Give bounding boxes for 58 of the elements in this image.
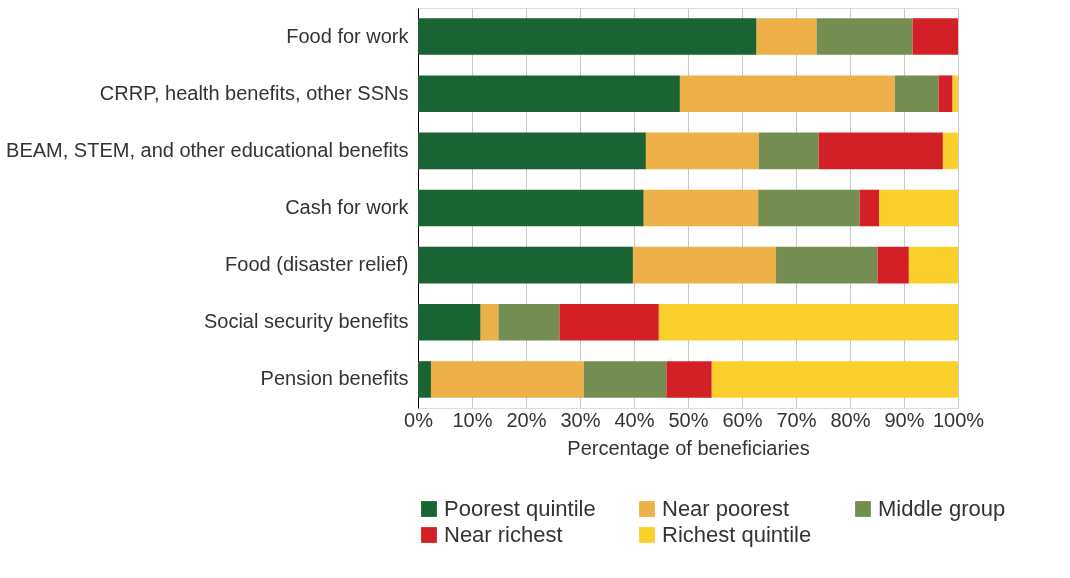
bar: [498, 304, 560, 341]
bar: [658, 304, 958, 341]
x-tick-label: 40%: [614, 408, 655, 431]
y-tick-label: Pension benefits: [260, 367, 409, 390]
x-tick-label: 60%: [722, 408, 763, 431]
bar: [583, 361, 667, 398]
bar: [645, 132, 759, 170]
bar: [711, 361, 958, 398]
x-tick-label: 30%: [560, 408, 601, 431]
bar: [418, 361, 431, 398]
bar: [480, 304, 499, 341]
legend-label: Middle group: [878, 496, 1006, 521]
bar: [758, 189, 860, 227]
bar: [632, 246, 777, 284]
bar: [894, 75, 939, 112]
y-tick-label: CRRP, health benefits, other SSNs: [99, 81, 409, 104]
bar: [418, 189, 644, 227]
bar: [776, 246, 878, 284]
bar: [430, 361, 584, 398]
x-tick-label: 90%: [884, 408, 925, 431]
bar: [938, 75, 953, 112]
bar: [877, 246, 909, 284]
x-tick-label: 80%: [830, 408, 871, 431]
bar: [758, 132, 819, 170]
bar: [859, 189, 880, 227]
y-tick-label: Food for work: [286, 24, 410, 47]
bar: [418, 75, 680, 112]
bar: [679, 75, 895, 112]
x-tick-label: 10%: [452, 408, 493, 431]
legend-label: Poorest quintile: [444, 496, 596, 521]
y-tick-label: Social security benefits: [203, 310, 409, 333]
bar: [908, 246, 958, 284]
bar: [666, 361, 712, 398]
bar: [418, 246, 633, 284]
bar: [418, 132, 646, 170]
y-tick-label: Food (disaster relief): [225, 253, 409, 276]
legend-label: Richest quintile: [662, 522, 812, 547]
bar: [756, 18, 817, 55]
bar: [818, 132, 943, 170]
bar: [643, 189, 759, 227]
x-tick-label: 50%: [668, 408, 709, 431]
bar: [418, 304, 481, 341]
bar: [879, 189, 958, 227]
bar: [559, 304, 659, 341]
bar: [942, 132, 958, 170]
x-tick-label: 70%: [776, 408, 817, 431]
x-tick-label: 100%: [932, 408, 985, 431]
bar: [912, 18, 958, 55]
bar: [418, 18, 757, 55]
y-tick-label: BEAM, STEM, and other educational benefits: [6, 138, 409, 161]
x-tick-label: 0%: [404, 408, 434, 431]
x-tick-label: 20%: [506, 408, 547, 431]
bar: [816, 18, 913, 55]
legend-label: Near richest: [444, 522, 563, 547]
x-axis-title: Percentage of beneficiaries: [567, 436, 810, 459]
y-tick-label: Cash for work: [285, 196, 410, 218]
bar: [952, 75, 958, 112]
legend-label: Near poorest: [662, 496, 790, 521]
